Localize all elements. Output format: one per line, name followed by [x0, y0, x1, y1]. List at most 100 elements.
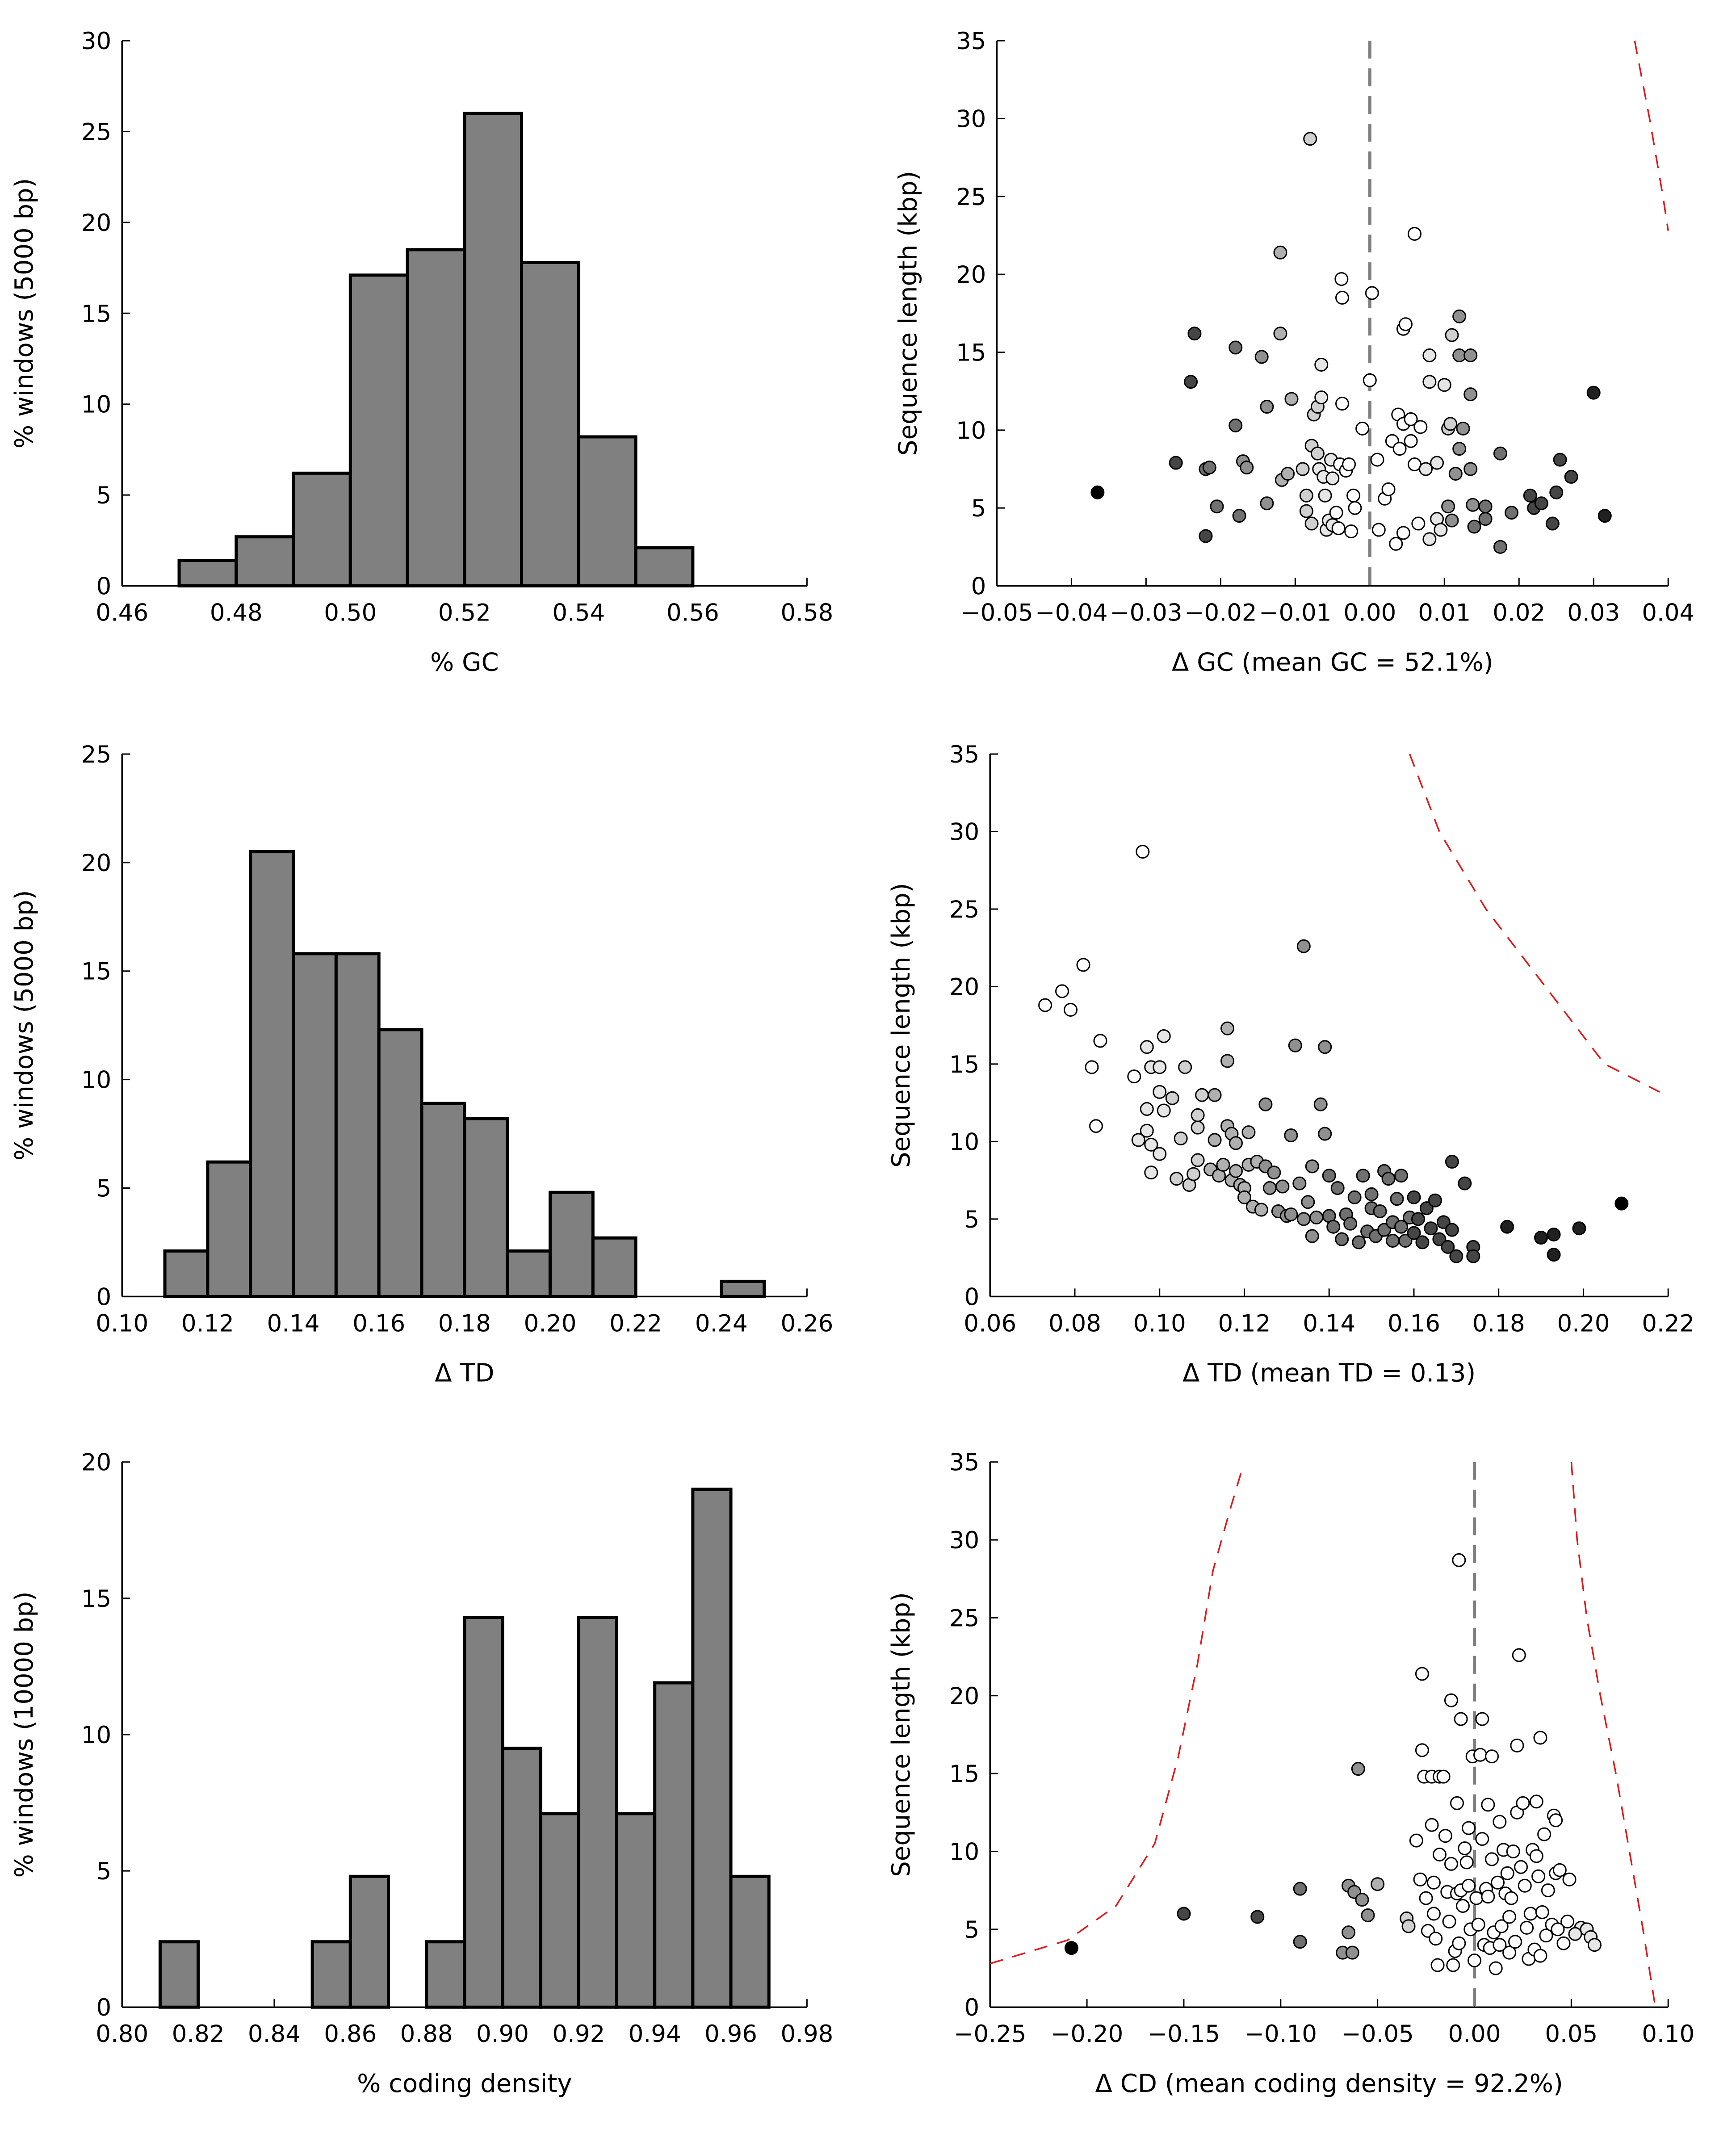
scatter-point: [1502, 1945, 1517, 1960]
scatter-point: [1587, 1938, 1602, 1952]
x-tick-label: 0.16: [352, 1310, 405, 1337]
scatter-point: [1450, 1796, 1464, 1810]
x-tick-label: −0.02: [1184, 599, 1257, 627]
scatter-point: [1454, 1712, 1468, 1726]
scatter-point: [1425, 1818, 1439, 1832]
scatter-point: [1510, 1738, 1524, 1752]
x-tick-label: 0.02: [1493, 599, 1545, 627]
histogram-bar: [720, 1279, 766, 1298]
scatter-point: [1436, 1215, 1451, 1229]
scatter-point: [1262, 1181, 1277, 1195]
y-tick-label: 30: [949, 818, 979, 846]
scatter-point: [1452, 1936, 1466, 1950]
scatter-point: [1520, 1920, 1534, 1935]
x-tick-label: 0.00: [1448, 2021, 1501, 2048]
scatter-point: [1413, 1872, 1427, 1886]
x-tick-label: 0.54: [552, 599, 605, 627]
scatter-point: [1478, 499, 1493, 514]
scatter-point: [1389, 537, 1403, 551]
histogram-bar: [235, 535, 295, 588]
scatter-point: [1516, 1796, 1530, 1810]
scatter-point: [1461, 1821, 1476, 1835]
histogram-bar: [463, 1117, 509, 1298]
x-tick-label: 0.16: [1388, 1310, 1440, 1337]
y-tick-label: 20: [949, 973, 979, 1001]
scatter-point: [1394, 1220, 1409, 1234]
y-axis-label: % windows (5000 bp): [10, 890, 39, 1161]
scatter-point: [1140, 1123, 1154, 1138]
histogram-bar: [501, 1746, 542, 2009]
y-axis-label: % windows (10000 bp): [10, 1591, 39, 1878]
y-axis-label: % windows (5000 bp): [10, 178, 39, 449]
scatter-point: [1441, 499, 1455, 514]
y-tick-label: 35: [956, 28, 986, 55]
scatter-point: [1422, 532, 1437, 546]
scatter-point: [1355, 421, 1370, 436]
x-tick-label: 0.18: [1472, 1310, 1525, 1337]
scatter-point: [1572, 1221, 1586, 1236]
histogram-bar: [334, 952, 381, 1298]
scatter-point: [1342, 1925, 1356, 1940]
scatter-point: [1314, 390, 1329, 405]
scatter-point: [1381, 1172, 1396, 1186]
scatter-point: [1506, 1844, 1520, 1858]
y-tick-label: 15: [81, 300, 111, 327]
scatter-point: [1466, 1249, 1480, 1263]
y-tick-label: 25: [949, 1605, 979, 1632]
x-tick-label: 0.98: [780, 2021, 833, 2048]
scatter-point: [1493, 1815, 1507, 1829]
y-tick-label: 35: [949, 741, 979, 768]
scatter-point: [1144, 1165, 1158, 1180]
scatter-point: [1491, 1875, 1505, 1890]
scatter-point: [1466, 498, 1480, 512]
scatter-point: [1469, 1891, 1484, 1905]
x-tick-label: 0.12: [181, 1310, 234, 1337]
scatter-point: [1426, 1875, 1441, 1890]
scatter-point: [1556, 1936, 1571, 1950]
scatter-point: [1461, 1878, 1476, 1893]
scatter-point: [1346, 488, 1361, 503]
x-tick-label: 0.82: [172, 2021, 225, 2048]
scatter-point: [1153, 1060, 1167, 1074]
x-tick-label: 0.10: [1133, 1310, 1186, 1337]
scatter-point: [1169, 456, 1183, 470]
scatter-point: [1296, 462, 1310, 476]
scatter-point: [1157, 1029, 1171, 1043]
scatter-point: [1415, 1667, 1429, 1681]
x-tick-label: 0.22: [1642, 1310, 1694, 1337]
scatter-point: [1529, 1849, 1543, 1863]
x-tick-label: 0.80: [96, 2021, 148, 2048]
scatter-point: [1473, 1748, 1488, 1762]
scatter-point: [1432, 1232, 1447, 1246]
scatter-point: [1191, 1120, 1205, 1135]
histogram-bar: [506, 1249, 552, 1298]
scatter-point: [1413, 420, 1428, 434]
scatter-point: [1458, 1176, 1472, 1191]
scatter-point: [1386, 1233, 1400, 1248]
scatter-point: [1485, 1749, 1499, 1764]
y-tick-label: 30: [81, 28, 111, 55]
scatter-point: [1537, 1827, 1551, 1841]
scatter-point: [1371, 1877, 1385, 1891]
scatter-point: [1535, 1905, 1549, 1919]
y-tick-label: 5: [964, 1206, 980, 1233]
x-tick-label: −0.20: [1051, 2021, 1123, 2048]
histogram-bar: [348, 1874, 390, 2009]
scatter-point: [1090, 485, 1105, 499]
scatter-point: [1345, 1945, 1359, 1960]
scatter-point: [1444, 1693, 1458, 1707]
x-tick-label: 0.10: [1642, 2021, 1694, 2048]
scatter-point: [1364, 1187, 1379, 1201]
scatter-point: [1564, 470, 1578, 484]
scatter-point: [1208, 1133, 1222, 1147]
scatter-point: [1529, 1794, 1543, 1809]
scatter-point: [1273, 245, 1287, 260]
histogram-bar: [463, 1616, 504, 2009]
scatter-point: [1153, 1147, 1167, 1161]
scatter-point: [1407, 1190, 1421, 1204]
histogram-bar: [177, 559, 238, 588]
scatter-point: [1229, 1164, 1243, 1178]
y-tick-label: 10: [81, 1722, 111, 1749]
scatter-point: [1534, 1231, 1548, 1245]
scatter-point: [1232, 509, 1246, 523]
